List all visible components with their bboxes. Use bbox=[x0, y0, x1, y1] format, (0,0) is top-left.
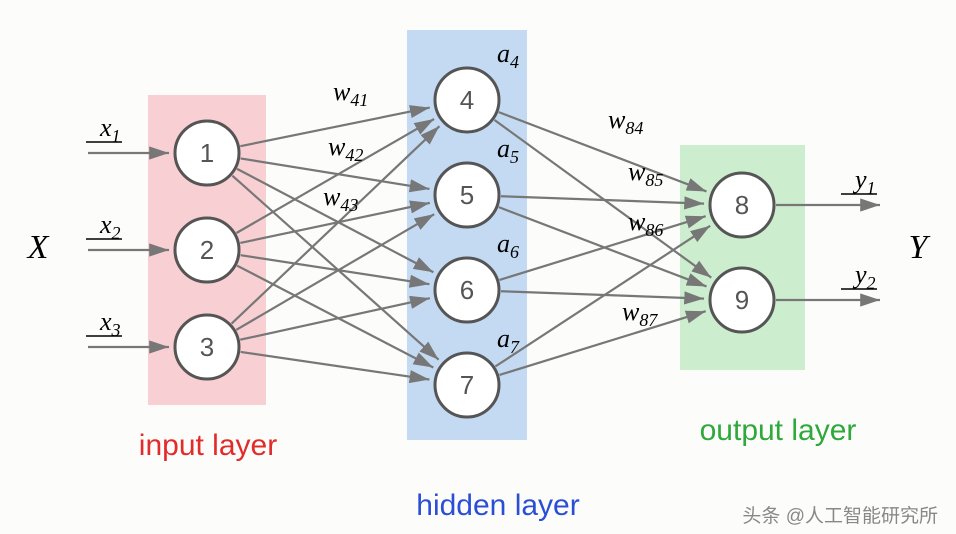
node-label: 8 bbox=[735, 190, 749, 220]
input-var-label: x3 bbox=[99, 307, 121, 340]
edge bbox=[499, 207, 707, 286]
output-var-label: y2 bbox=[852, 260, 876, 293]
node-label: 9 bbox=[735, 285, 749, 315]
weight-label: w84 bbox=[608, 105, 643, 138]
node-label: 7 bbox=[460, 370, 474, 400]
edge bbox=[241, 352, 430, 380]
edge bbox=[240, 298, 430, 340]
node-label: 3 bbox=[200, 332, 214, 362]
node-label: 6 bbox=[460, 275, 474, 305]
hidden-layer-label: hidden layer bbox=[416, 489, 579, 522]
weight-label: w41 bbox=[333, 77, 368, 110]
input-var-label: x2 bbox=[99, 210, 121, 243]
input-layer-label: input layer bbox=[139, 429, 277, 462]
weight-label: w42 bbox=[328, 132, 363, 165]
weight-label: w85 bbox=[628, 157, 663, 190]
edge bbox=[494, 120, 711, 278]
output-var-label: y1 bbox=[852, 165, 876, 198]
edge bbox=[236, 214, 434, 330]
X-label: X bbox=[26, 229, 50, 266]
edge bbox=[241, 255, 430, 284]
node-label: 4 bbox=[460, 85, 474, 115]
node-label: 2 bbox=[200, 235, 214, 265]
weight-label: w87 bbox=[622, 297, 658, 330]
weight-label: w43 bbox=[323, 182, 358, 215]
edge bbox=[499, 112, 707, 191]
Y-label: Y bbox=[909, 229, 931, 266]
node-label: 5 bbox=[460, 180, 474, 210]
output-layer-label: output layer bbox=[700, 414, 857, 447]
node-label: 1 bbox=[200, 138, 214, 168]
input-var-label: x1 bbox=[99, 113, 121, 146]
weight-label: w86 bbox=[628, 207, 663, 240]
watermark-text: 头条 @人工智能研究所 bbox=[742, 501, 938, 528]
neural-network-diagram: x1x2x3y1y21234a45a56a67a789w41w42w43w84w… bbox=[0, 0, 956, 534]
